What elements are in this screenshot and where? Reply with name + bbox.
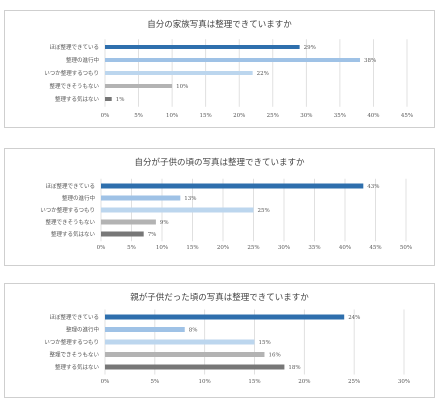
data-label: 22% [257,71,269,77]
chart-panel-parents-childhood-photos: 親が子供だった頃の写真は整理できていますか 0% 5% 10% 15% 20% 25% 30… [4,283,435,398]
chart-title: 親が子供だった頃の写真は整理できていますか [130,293,309,303]
chart-panel-own-childhood-photos: 自分が子供の頃の写真は整理できていますか 0% 5% 10% 15% 20% 25% 30%… [4,148,435,266]
x-tick-label: 15% [186,245,198,251]
x-tick-label: 20% [298,379,310,385]
x-tick-label: 45% [369,245,381,251]
category-label: 整理できそうもない [49,82,99,90]
data-label: 1% [116,97,125,103]
data-label: 13% [184,196,196,202]
x-tick-label: 50% [400,245,412,251]
data-label: 29% [304,45,316,51]
x-tick-label: 40% [367,113,379,119]
bar [101,219,156,225]
data-label: 7% [148,232,157,238]
data-label: 18% [288,365,300,371]
x-tick-label: 35% [308,245,320,251]
bar [101,183,364,189]
x-tick-label: 25% [267,113,279,119]
bar [105,71,253,75]
category-label: いつか整理するつもり [40,206,95,214]
category-label: いつか整理するつもり [44,338,99,346]
chart-title: 自分が子供の頃の写真は整理できていますか [134,158,305,168]
category-label: 整理の進行中 [66,56,99,64]
category-label: 整理の進行中 [62,194,95,202]
x-tick-label: 0% [101,379,110,385]
x-tick-label: 0% [97,245,106,251]
x-tick-label: 30% [398,379,410,385]
category-label: 整理する気はない [55,363,100,371]
x-tick-label: 10% [166,113,178,119]
x-tick-label: 20% [233,113,245,119]
bar [105,314,345,320]
bar [105,327,185,332]
data-label: 38% [364,58,376,64]
chart-title: 自分の家族写真は整理できていますか [147,20,292,30]
x-tick-label: 10% [199,379,211,385]
bar-chart: 0% 5% 10% 15% 20% 25% 30% 35% 40% 45% 50% ほぼ整理できている… [40,178,412,251]
x-tick-label: 5% [134,113,143,119]
x-tick-label: 15% [200,113,212,119]
x-tick-label: 40% [339,245,351,251]
x-tick-label: 45% [401,113,413,119]
bar-chart: 0% 5% 10% 15% 20% 25% 30% 35% 40% 45% ほぼ整理できている 29%… [44,39,413,119]
x-tick-label: 35% [334,113,346,119]
category-label: ほぼ整理できている [49,313,99,321]
x-tick-label: 25% [247,245,259,251]
category-label: 整理できそうもない [49,351,99,359]
data-label: 24% [348,315,360,321]
bar [101,207,254,213]
bar [105,97,112,101]
bar [105,352,265,357]
data-label: 8% [189,328,198,334]
bar [105,58,361,62]
x-tick-label: 25% [348,379,360,385]
category-label: ほぼ整理できている [45,182,95,190]
bar [105,45,300,49]
bar [105,364,285,370]
x-tick-label: 30% [300,113,312,119]
data-label: 9% [160,220,169,226]
category-label: ほぼ整理できている [49,43,99,51]
x-tick-label: 20% [217,245,229,251]
data-label: 25% [258,208,270,214]
x-tick-label: 5% [127,245,136,251]
x-tick-label: 30% [278,245,290,251]
x-tick-label: 10% [156,245,168,251]
data-label: 16% [268,353,280,359]
bar [105,84,173,88]
category-label: いつか整理するつもり [44,69,99,77]
bar-chart: 0% 5% 10% 15% 20% 25% 30% ほぼ整理できている 24% 整理の進行中 8% い… [44,309,410,385]
category-label: 整理できそうもない [45,218,95,226]
data-label: 10% [176,84,188,90]
bar [101,231,144,237]
data-label: 43% [367,184,379,190]
category-label: 整理する気はない [55,95,100,103]
x-tick-label: 5% [150,379,159,385]
category-label: 整理する気はない [51,230,96,238]
bar [105,339,255,345]
chart-panel-family-photos: 自分の家族写真は整理できていますか 0% 5% 10% 15% 20% 25% 30% 35%… [4,10,435,128]
x-tick-label: 0% [101,113,110,119]
bar [101,195,181,201]
data-label: 15% [259,340,271,346]
category-label: 整理の進行中 [66,326,99,334]
x-tick-label: 15% [248,379,260,385]
